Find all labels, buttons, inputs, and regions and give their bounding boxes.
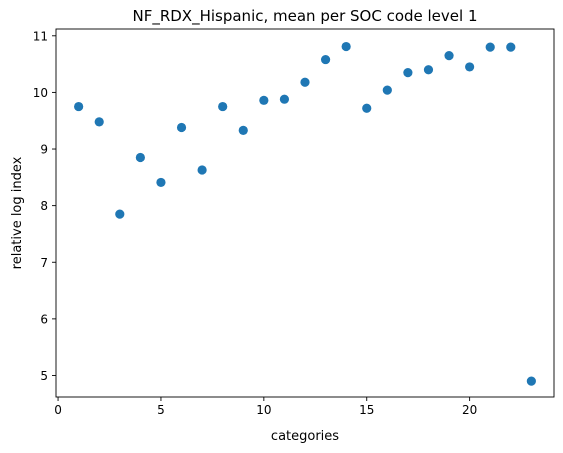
data-point — [156, 177, 166, 188]
data-point — [506, 42, 516, 52]
y-axis-label: relative log index — [10, 156, 25, 269]
data-points — [74, 41, 536, 386]
data-point — [444, 51, 454, 61]
x-tick-label: 0 — [54, 403, 62, 417]
y-axis: 5 6 7 8 9 10 11 — [33, 29, 56, 383]
x-tick-label: 15 — [359, 403, 374, 417]
data-point — [74, 101, 84, 112]
data-point — [279, 94, 290, 104]
data-point — [238, 125, 248, 135]
x-axis: 0 5 10 15 20 — [54, 397, 477, 417]
chart-title: NF_RDX_Hispanic, mean per SOC code level… — [132, 7, 477, 26]
data-point — [94, 117, 104, 127]
y-tick-label: 6 — [40, 312, 48, 326]
x-tick-label: 20 — [462, 403, 477, 417]
y-tick-label: 11 — [33, 29, 48, 43]
x-tick-label: 10 — [256, 403, 271, 417]
data-point — [218, 101, 228, 112]
y-tick-label: 5 — [40, 369, 48, 383]
data-point — [465, 62, 475, 72]
data-point — [135, 152, 145, 163]
plot-area — [55, 28, 555, 398]
data-point — [423, 65, 434, 75]
data-point — [341, 41, 351, 52]
data-point — [176, 122, 187, 133]
data-point — [403, 67, 413, 78]
data-point — [115, 209, 125, 219]
x-tick-label: 5 — [157, 403, 165, 417]
data-point — [259, 95, 269, 105]
y-tick-label: 8 — [40, 199, 48, 213]
data-point — [362, 103, 372, 113]
y-tick-label: 9 — [40, 143, 48, 157]
data-point — [526, 376, 536, 386]
data-point — [485, 42, 495, 52]
data-point — [320, 54, 331, 65]
x-axis-label: categories — [271, 429, 339, 444]
data-point — [197, 165, 207, 175]
y-tick-label: 10 — [33, 86, 48, 100]
plot-frame — [55, 28, 555, 398]
data-point — [382, 85, 392, 95]
data-point — [300, 77, 310, 87]
y-tick-label: 7 — [40, 256, 48, 270]
